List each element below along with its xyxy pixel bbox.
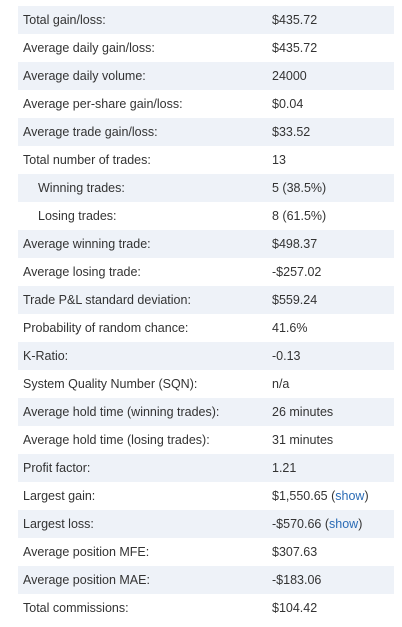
stat-value: n/a [272, 377, 290, 391]
stat-value: 26 minutes [272, 405, 334, 419]
stat-label: Average daily gain/loss: [23, 41, 155, 55]
stat-row-trade-pl-standard-deviation: Trade P&L standard deviation: $559.24 [18, 286, 394, 314]
stat-label: Total gain/loss: [23, 13, 106, 27]
stat-row-average-losing-trade: Average losing trade: -$257.02 [18, 258, 394, 286]
stat-row-average-daily-gain-loss: Average daily gain/loss: $435.72 [18, 34, 394, 62]
stat-value: $498.37 [272, 237, 318, 251]
stat-value-cell: -$570.66 (show) [272, 510, 394, 538]
stat-row-average-hold-time-winning: Average hold time (winning trades): 26 m… [18, 398, 394, 426]
paren-open: ( [324, 517, 330, 531]
paren-close: ) [358, 517, 363, 531]
stat-label: Average losing trade: [23, 265, 141, 279]
stat-row-winning-trades: Winning trades: 5 (38.5%) [18, 174, 394, 202]
stat-label: Average trade gain/loss: [23, 125, 158, 139]
stat-value: $435.72 [272, 41, 318, 55]
stat-row-system-quality-number: System Quality Number (SQN): n/a [18, 370, 394, 398]
stat-value: 24000 [272, 69, 307, 83]
stat-value: $307.63 [272, 545, 318, 559]
stat-value: -0.13 [272, 349, 301, 363]
show-largest-gain-link[interactable]: show [335, 489, 365, 503]
stat-row-largest-gain: Largest gain: $1,550.65 (show) [18, 482, 394, 510]
stat-row-largest-loss: Largest loss: -$570.66 (show) [18, 510, 394, 538]
stat-row-average-hold-time-losing: Average hold time (losing trades): 31 mi… [18, 426, 394, 454]
stat-row-average-position-mfe: Average position MFE: $307.63 [18, 538, 394, 566]
stat-label: Winning trades: [38, 181, 125, 195]
stat-label: System Quality Number (SQN): [23, 377, 198, 391]
stat-label: Average per-share gain/loss: [23, 97, 183, 111]
stat-row-total-number-of-trades: Total number of trades: 13 [18, 146, 394, 174]
stat-value: $559.24 [272, 293, 318, 307]
stat-value: -$570.66 [272, 517, 322, 531]
stat-label: Average position MAE: [23, 573, 150, 587]
stat-value: $33.52 [272, 125, 311, 139]
stat-value: 13 [272, 153, 286, 167]
stat-label: Average winning trade: [23, 237, 151, 251]
paren-close: ) [364, 489, 369, 503]
stat-row-total-commissions: Total commissions: $104.42 [18, 594, 394, 622]
show-largest-loss-link[interactable]: show [329, 517, 359, 531]
stat-row-average-daily-volume: Average daily volume: 24000 [18, 62, 394, 90]
stat-value: 31 minutes [272, 433, 334, 447]
stat-value: 41.6% [272, 321, 308, 335]
stat-label: Profit factor: [23, 461, 91, 475]
stat-label: Probability of random chance: [23, 321, 189, 335]
stat-row-average-trade-gain-loss: Average trade gain/loss: $33.52 [18, 118, 394, 146]
stat-label: Largest loss: [23, 517, 94, 531]
stat-row-average-winning-trade: Average winning trade: $498.37 [18, 230, 394, 258]
stat-value: $435.72 [272, 13, 318, 27]
stat-row-losing-trades: Losing trades: 8 (61.5%) [18, 202, 394, 230]
stat-value: -$257.02 [272, 265, 322, 279]
stat-label: Average hold time (losing trades): [23, 433, 210, 447]
stat-row-average-per-share-gain-loss: Average per-share gain/loss: $0.04 [18, 90, 394, 118]
stat-label: Losing trades: [38, 209, 117, 223]
stat-label: Trade P&L standard deviation: [23, 293, 191, 307]
stat-label: Average hold time (winning trades): [23, 405, 220, 419]
paren-open: ( [331, 489, 336, 503]
stat-value: 1.21 [272, 461, 297, 475]
stat-label: Average position MFE: [23, 545, 150, 559]
trade-statistics-table: Total gain/loss: $435.72 Average daily g… [18, 6, 394, 622]
stat-label: K-Ratio: [23, 349, 69, 363]
stat-label: Average daily volume: [23, 69, 146, 83]
stat-label: Largest gain: [23, 489, 96, 503]
stat-row-profit-factor: Profit factor: 1.21 [18, 454, 394, 482]
stat-row-average-position-mae: Average position MAE: -$183.06 [18, 566, 394, 594]
stat-value: -$183.06 [272, 573, 322, 587]
stat-row-total-gain-loss: Total gain/loss: $435.72 [18, 6, 394, 34]
stat-value: 5 (38.5%) [272, 181, 327, 195]
stat-value: $1,550.65 [272, 489, 328, 503]
stat-label: Total commissions: [23, 601, 129, 615]
stat-row-k-ratio: K-Ratio: -0.13 [18, 342, 394, 370]
stat-value: 8 (61.5%) [272, 209, 327, 223]
stat-value: $104.42 [272, 601, 318, 615]
stat-label: Total number of trades: [23, 153, 151, 167]
stat-row-probability-of-random-chance: Probability of random chance: 41.6% [18, 314, 394, 342]
stat-value-cell: $1,550.65 (show) [272, 482, 394, 510]
stat-value: $0.04 [272, 97, 304, 111]
